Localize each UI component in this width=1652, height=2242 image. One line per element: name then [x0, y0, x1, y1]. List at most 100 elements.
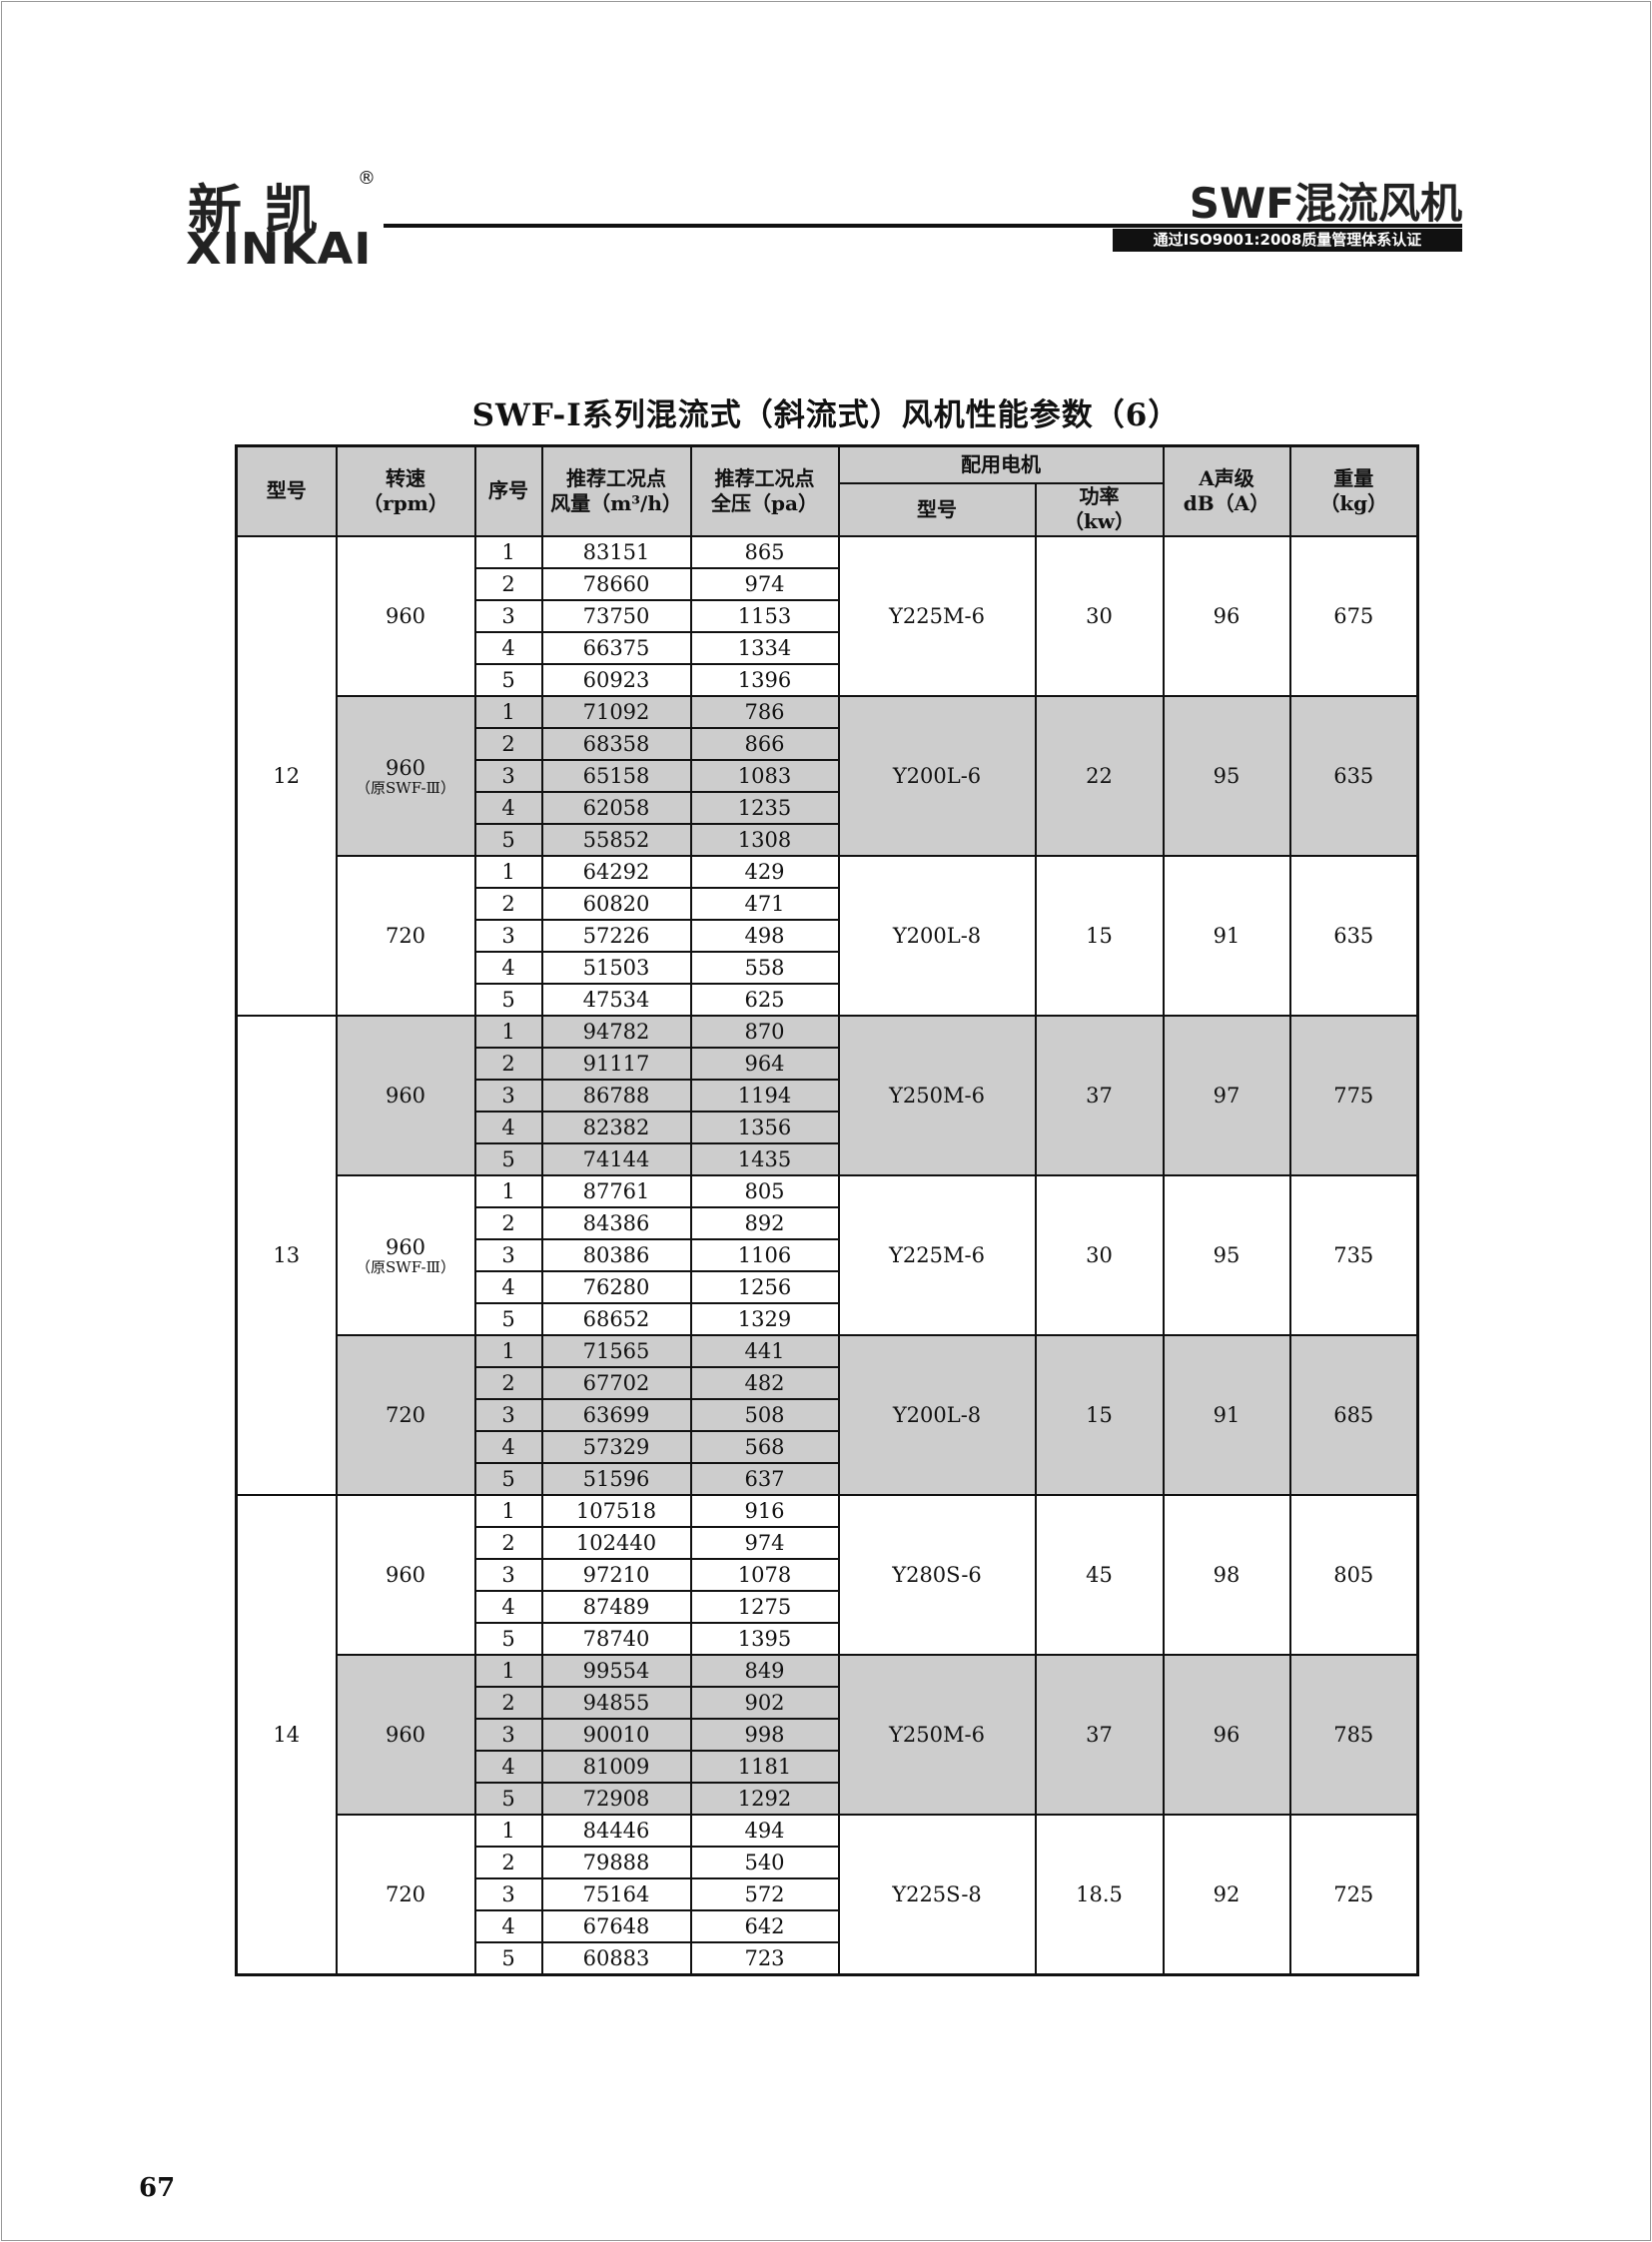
table-row: 2 68358 866 — [237, 726, 1418, 761]
header-flow: 推荐工况点 风量（m³/h） — [540, 444, 692, 537]
header-seq: 序号 — [473, 444, 543, 537]
weight-cell: 775 — [1288, 1014, 1419, 1176]
speed-value: 960 — [385, 603, 426, 628]
pressure-cell: 849 — [689, 1653, 840, 1688]
flow-cell: 73750 — [540, 598, 692, 633]
header-motor-group: 配用电机 — [837, 444, 1165, 484]
noise-cell: 97 — [1162, 1014, 1291, 1176]
flow-cell: 63699 — [540, 1397, 692, 1432]
pressure-cell: 870 — [689, 1014, 840, 1049]
table-row: 5 60883 723 — [237, 1940, 1418, 1975]
weight-cell: 675 — [1288, 534, 1419, 697]
seq-cell: 2 — [473, 1845, 543, 1879]
table-row: 960 1 99554 849 Y250M-6 37 96 785 — [237, 1653, 1419, 1816]
page-number: 67 — [139, 2173, 176, 2203]
table-row: 4 67648 642 — [237, 1908, 1418, 1943]
flow-cell: 97210 — [540, 1557, 692, 1592]
fan-model-cell: 13 — [235, 1014, 338, 1496]
seq-cell: 1 — [473, 694, 543, 729]
speed-value: 720 — [385, 1881, 426, 1906]
motor-power-cell: 30 — [1034, 1173, 1165, 1336]
seq-cell: 5 — [473, 1621, 543, 1656]
pressure-cell: 568 — [689, 1429, 840, 1464]
pressure-cell: 1194 — [689, 1078, 840, 1113]
header-motor-power: 功率 （kw） — [1034, 481, 1165, 537]
noise-cell: 95 — [1162, 1173, 1291, 1336]
flow-cell: 79888 — [540, 1845, 692, 1879]
speed-cell: 960 — [335, 534, 476, 697]
noise-cell: 96 — [1162, 534, 1291, 697]
motor-power-cell: 45 — [1034, 1493, 1165, 1656]
seq-cell: 3 — [473, 1397, 543, 1432]
flow-cell: 64292 — [540, 854, 692, 889]
table-row: 5 68652 1329 — [237, 1301, 1418, 1336]
flow-cell: 84446 — [540, 1813, 692, 1848]
header-model: 型号 — [235, 444, 338, 537]
speed-value: 720 — [385, 1402, 426, 1427]
motor-model-cell: Y200L-8 — [837, 854, 1037, 1017]
weight-cell: 635 — [1288, 854, 1419, 1017]
seq-cell: 2 — [473, 1525, 543, 1560]
flow-cell: 57226 — [540, 918, 692, 953]
noise-cell: 91 — [1162, 1333, 1291, 1496]
weight-cell: 805 — [1288, 1493, 1419, 1656]
seq-cell: 2 — [473, 566, 543, 601]
seq-cell: 5 — [473, 982, 543, 1017]
motor-power-cell: 22 — [1034, 694, 1165, 857]
pressure-cell: 1356 — [689, 1110, 840, 1144]
speed-value: 960 — [385, 755, 426, 780]
flow-cell: 65158 — [540, 758, 692, 793]
table-row: 2 67702 482 — [237, 1365, 1418, 1400]
pressure-cell: 572 — [689, 1876, 840, 1911]
flow-cell: 66375 — [540, 630, 692, 665]
pressure-cell: 1083 — [689, 758, 840, 793]
pressure-cell: 916 — [689, 1493, 840, 1528]
speed-cell: 720 — [335, 1813, 476, 1975]
seq-cell: 4 — [473, 1749, 543, 1784]
certification-band: 通过ISO9001:2008质量管理体系认证 — [1113, 229, 1462, 252]
table-row: 2 91117 964 — [237, 1046, 1418, 1081]
seq-cell: 1 — [473, 1653, 543, 1688]
weight-cell: 725 — [1288, 1813, 1419, 1975]
pressure-cell: 805 — [689, 1173, 840, 1208]
seq-cell: 4 — [473, 950, 543, 985]
pressure-cell: 1292 — [689, 1781, 840, 1816]
speed-cell: 960 — [335, 1014, 476, 1176]
pressure-cell: 1329 — [689, 1301, 840, 1336]
pressure-cell: 1396 — [689, 662, 840, 697]
seq-cell: 3 — [473, 1876, 543, 1911]
flow-cell: 102440 — [540, 1525, 692, 1560]
motor-model-cell: Y225S-8 — [837, 1813, 1037, 1975]
header-pressure: 推荐工况点 全压（pa） — [689, 444, 840, 537]
flow-cell: 67702 — [540, 1365, 692, 1400]
pressure-cell: 494 — [689, 1813, 840, 1848]
fan-model-cell: 14 — [235, 1493, 338, 1975]
seq-cell: 2 — [473, 1365, 543, 1400]
seq-cell: 5 — [473, 662, 543, 697]
motor-model-cell: Y200L-6 — [837, 694, 1037, 857]
noise-cell: 98 — [1162, 1493, 1291, 1656]
table-row: 4 81009 1181 — [237, 1749, 1418, 1784]
flow-cell: 94782 — [540, 1014, 692, 1049]
pressure-cell: 1235 — [689, 790, 840, 825]
table-row: 5 74144 1435 — [237, 1141, 1418, 1176]
table-row: 3 57226 498 — [237, 918, 1418, 953]
speed-cell: 720 — [335, 854, 476, 1017]
speed-cell: 960 — [335, 1653, 476, 1816]
speed-value: 960 — [385, 1234, 426, 1259]
brand-logo-english: XINKAI — [186, 224, 373, 275]
flow-cell: 90010 — [540, 1717, 692, 1752]
flow-cell: 60923 — [540, 662, 692, 697]
performance-table: 型号 转速 （rpm） 序号 推荐工况点 风量（m³/h） 推荐工况点 全压（pa） … — [235, 444, 1419, 1976]
weight-cell: 735 — [1288, 1173, 1419, 1336]
seq-cell: 1 — [473, 1493, 543, 1528]
flow-cell: 76280 — [540, 1269, 692, 1304]
flow-cell: 62058 — [540, 790, 692, 825]
flow-cell: 72908 — [540, 1781, 692, 1816]
speed-note: （原SWF-Ⅲ） — [356, 1257, 455, 1276]
speed-cell: 960 （原SWF-Ⅲ） — [335, 1173, 476, 1336]
table-row: 3 80386 1106 — [237, 1237, 1418, 1272]
seq-cell: 3 — [473, 1078, 543, 1113]
seq-cell: 1 — [473, 1014, 543, 1049]
flow-cell: 107518 — [540, 1493, 692, 1528]
